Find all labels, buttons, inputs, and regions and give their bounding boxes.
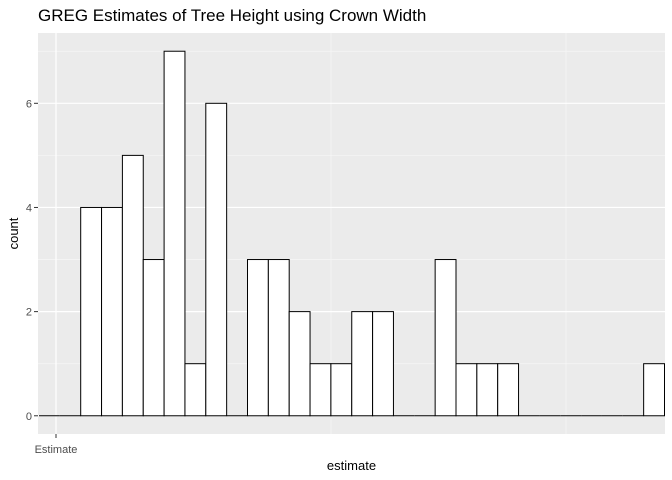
histogram-bar bbox=[80, 206, 103, 417]
histogram-bar bbox=[205, 102, 228, 417]
x-tick-label: Estimate bbox=[35, 444, 78, 456]
y-axis-title: count bbox=[6, 217, 21, 249]
histogram-bars bbox=[39, 50, 666, 417]
histogram-bar bbox=[497, 363, 520, 417]
histogram-bar bbox=[101, 206, 123, 417]
histogram-bar bbox=[288, 311, 311, 417]
histogram-bar bbox=[121, 154, 144, 417]
y-tick-label: 6 bbox=[26, 98, 32, 110]
histogram-bar bbox=[247, 259, 269, 417]
x-axis-title: estimate bbox=[327, 458, 376, 473]
histogram-bar bbox=[142, 259, 165, 417]
histogram-bar bbox=[643, 363, 666, 417]
histogram-bar bbox=[184, 363, 207, 417]
histogram-bar bbox=[476, 363, 499, 417]
histogram-bar bbox=[330, 363, 353, 417]
y-tick-label: 2 bbox=[26, 307, 32, 319]
y-tick-label: 0 bbox=[26, 411, 32, 423]
histogram-bar bbox=[372, 311, 394, 417]
histogram-bar bbox=[163, 50, 186, 417]
y-tick-label: 4 bbox=[26, 202, 32, 214]
histogram-bar bbox=[455, 363, 478, 417]
histogram-bar bbox=[434, 259, 457, 417]
x-axis: Estimate bbox=[35, 434, 78, 456]
y-axis: 0 2 4 6 bbox=[26, 98, 38, 423]
histogram-bar bbox=[309, 363, 332, 417]
chart-title: GREG Estimates of Tree Height using Crow… bbox=[38, 6, 427, 25]
histogram-bar bbox=[267, 259, 290, 417]
histogram-bar bbox=[351, 311, 374, 417]
